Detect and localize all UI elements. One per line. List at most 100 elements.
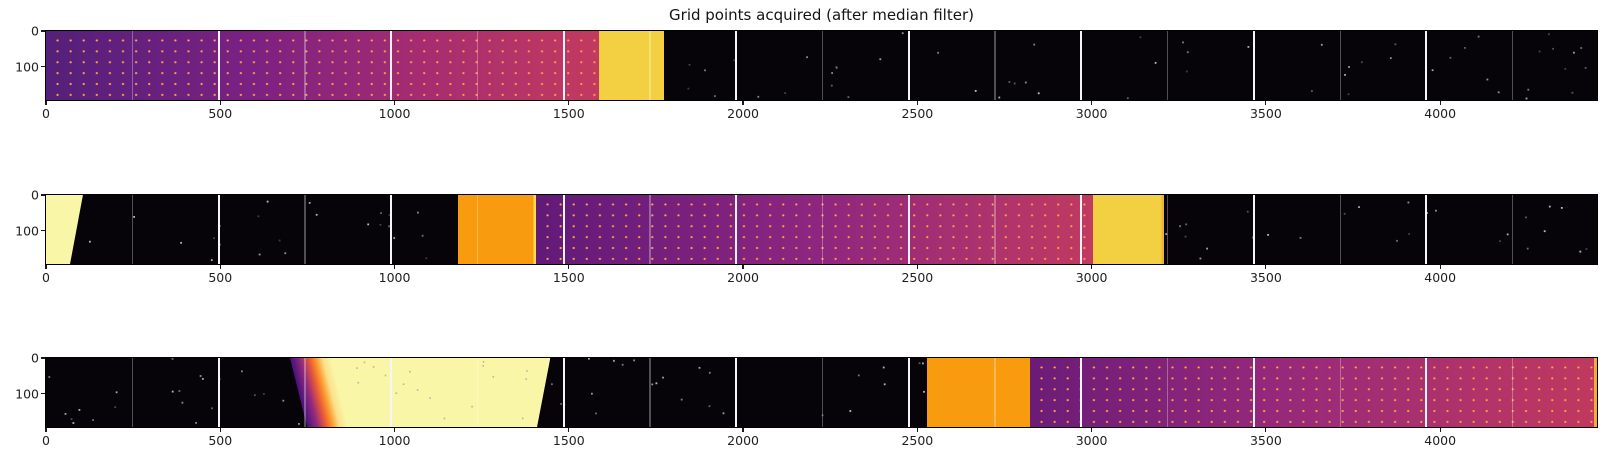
x-tick-label: 3000 (1075, 433, 1108, 448)
seam-line-gray (304, 195, 306, 264)
y-axis-tick (41, 66, 45, 68)
x-tick-label: 3500 (1249, 433, 1282, 448)
segment-gradient (46, 31, 599, 100)
seam-line-gray (1339, 195, 1341, 264)
seam-line-gray (1166, 195, 1169, 264)
y-axis-tick (41, 230, 45, 232)
seam-line-gray (476, 195, 479, 264)
x-tick-label: 4000 (1424, 433, 1457, 448)
x-axis-tick (916, 428, 918, 432)
seam-line-gray (821, 195, 824, 264)
seam-line-white (1252, 31, 1255, 100)
x-axis-tick (1091, 428, 1093, 432)
seam-line-white (217, 195, 220, 264)
seam-line-white (562, 31, 565, 100)
seam-line-gray (649, 358, 651, 427)
y-tick-label: 0 (31, 350, 39, 366)
seam-line-gray (1512, 358, 1514, 427)
x-tick-label: 0 (42, 106, 50, 121)
seam-line-gray (649, 31, 651, 100)
x-tick-label: 2500 (901, 270, 934, 285)
x-tick-label: 4000 (1424, 106, 1457, 121)
y-tick-label: 100 (15, 223, 39, 239)
segment-solid (926, 358, 1030, 427)
y-axis-tick (41, 194, 45, 196)
heatmap-strip-2 (45, 194, 1598, 265)
x-axis-tick (1439, 265, 1441, 269)
seam-line-white (735, 358, 738, 427)
x-axis-tick (219, 265, 221, 269)
x-axis-tick (568, 101, 570, 105)
x-tick-label: 1500 (552, 106, 585, 121)
x-axis-tick (219, 428, 221, 432)
seam-line-gray (1166, 358, 1169, 427)
seam-line-gray (476, 31, 479, 100)
x-axis-tick (1439, 101, 1441, 105)
x-axis-tick (916, 101, 918, 105)
x-axis-tick (393, 428, 396, 432)
x-axis-tick (45, 265, 47, 269)
y-tick-label: 100 (15, 386, 39, 402)
x-tick-label: 500 (208, 270, 233, 285)
x-tick-label: 3500 (1249, 106, 1282, 121)
x-tick-label: 0 (42, 433, 50, 448)
x-tick-label: 1000 (378, 270, 411, 285)
pale-block-speck-layer (290, 358, 291, 359)
x-tick-label: 3000 (1075, 106, 1108, 121)
segment-dark (83, 195, 458, 264)
seam-line-white (907, 31, 910, 100)
seam-line-white (390, 358, 393, 427)
seam-line-gray (994, 358, 996, 427)
seam-line-gray (131, 31, 134, 100)
seam-line-white (1080, 358, 1083, 427)
seam-line-gray (131, 358, 134, 427)
x-tick-label: 3000 (1075, 270, 1108, 285)
seam-line-gray (131, 195, 134, 264)
segment-trapezoid (46, 195, 83, 264)
x-axis-tick (45, 101, 47, 105)
seam-line-gray (821, 358, 824, 427)
x-axis-tick (742, 265, 744, 269)
x-tick-label: 0 (42, 270, 50, 285)
segment-solid (457, 195, 536, 264)
x-axis-tick (742, 428, 744, 432)
segment-solid (1092, 195, 1165, 264)
y-axis-tick (41, 393, 45, 395)
seam-line-gray (1166, 31, 1169, 100)
seam-line-white (1425, 358, 1428, 427)
seam-line-white (217, 358, 220, 427)
y-axis-tick (41, 30, 45, 32)
seam-line-gray (1339, 358, 1341, 427)
x-tick-label: 2000 (727, 270, 759, 285)
x-axis-tick (1265, 265, 1267, 269)
seam-line-white (1425, 195, 1428, 264)
x-axis-tick (45, 428, 47, 432)
y-tick-label: 0 (31, 187, 39, 203)
x-tick-label: 2000 (727, 433, 759, 448)
segment-gradient (535, 195, 1093, 264)
x-tick-label: 2000 (727, 106, 759, 121)
x-axis-tick (568, 265, 570, 269)
x-tick-label: 4000 (1424, 270, 1457, 285)
seam-line-white (217, 31, 220, 100)
segment-solid (598, 31, 664, 100)
segment-dark (46, 358, 290, 427)
seam-line-white (1080, 195, 1083, 264)
seam-line-gray (649, 195, 651, 264)
seam-line-gray (994, 195, 996, 264)
seam-line-gray (1512, 31, 1514, 100)
seam-line-white (1252, 358, 1255, 427)
x-tick-label: 1000 (378, 106, 411, 121)
x-axis-tick (219, 101, 221, 105)
x-axis-tick (1265, 428, 1267, 432)
seam-line-white (390, 31, 393, 100)
seam-line-white (562, 358, 565, 427)
seam-line-white (735, 195, 738, 264)
seam-line-white (735, 31, 738, 100)
x-tick-label: 1500 (552, 270, 585, 285)
x-axis-tick (1439, 428, 1441, 432)
segment-ramp_block (289, 358, 551, 427)
chart-title: Grid points acquired (after median filte… (669, 6, 974, 24)
seam-line-gray (1512, 195, 1514, 264)
